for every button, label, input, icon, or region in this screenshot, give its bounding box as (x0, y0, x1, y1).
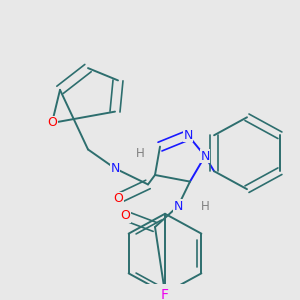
Text: H: H (201, 200, 209, 213)
Text: N: N (200, 150, 210, 163)
Text: O: O (113, 192, 123, 205)
Text: F: F (161, 288, 169, 300)
Text: N: N (173, 200, 183, 213)
Text: H: H (136, 147, 144, 160)
Text: N: N (183, 129, 193, 142)
Text: O: O (47, 116, 57, 130)
Text: N: N (110, 162, 120, 175)
Text: O: O (120, 209, 130, 222)
